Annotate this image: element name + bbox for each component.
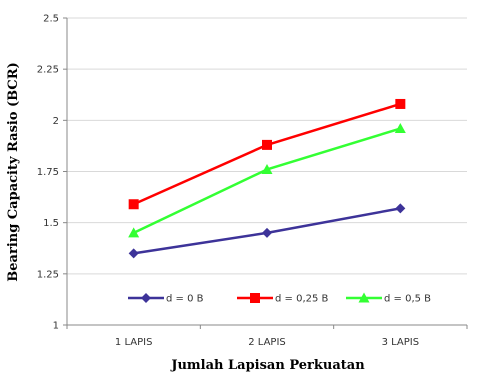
data-point [128,227,140,238]
data-point [262,227,272,238]
x-tick-labels: 1 LAPIS 2 LAPIS 3 LAPIS [66,325,468,348]
x-tick-label: 2 LAPIS [248,337,286,348]
x-tick-label: 1 LAPIS [115,337,153,348]
y-tick-label: 2.25 [37,65,59,76]
data-point [395,98,406,109]
data-point [395,203,406,214]
y-tick-label: 2.5 [43,14,59,25]
x-tick-label: 3 LAPIS [382,337,420,348]
data-point [128,199,139,210]
data-point [128,248,139,259]
series-lines [128,98,406,259]
y-tick-label: 1.5 [43,218,59,229]
y-tick-labels: 1 1.25 1.5 1.75 2 2.25 2.5 [37,14,59,332]
y-tick-label: 1.25 [37,269,59,280]
legend: d = 0 B d = 0,25 B d = 0,5 B [128,292,431,305]
y-tick-label: 1.75 [37,167,59,178]
legend-marker [358,292,370,303]
data-point [262,139,272,150]
legend-label: d = 0,25 B [275,294,329,305]
data-point [261,163,273,174]
legend-marker [250,293,260,303]
legend-label: d = 0,5 B [384,294,431,305]
y-tick-label: 1 [53,321,59,332]
data-point [394,123,406,134]
x-axis-title: Jumlah Lapisan Perkuatan [170,358,365,373]
y-axis-title: Bearing Capacity Rasio (BCR) [6,62,21,281]
y-tick-label: 2 [53,116,59,127]
legend-label: d = 0 B [166,294,204,305]
legend-marker [141,293,151,303]
